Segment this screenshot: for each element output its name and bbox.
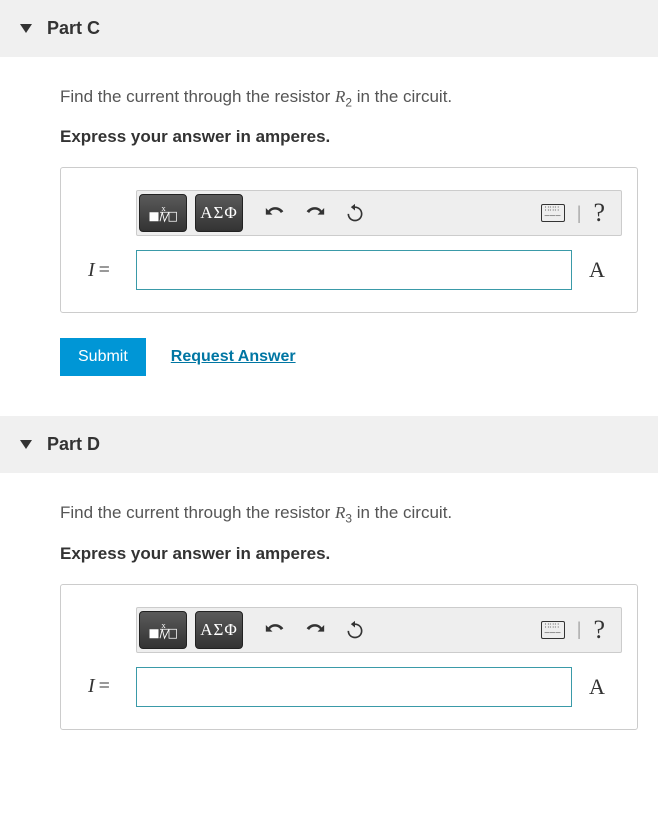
keyboard-button[interactable]: ∷∷∷─── xyxy=(533,611,573,649)
template-button[interactable]: x xyxy=(139,611,187,649)
input-row: I= A xyxy=(76,250,622,290)
part-c: Part C Find the current through the resi… xyxy=(0,0,658,416)
unit-label: A xyxy=(572,257,622,283)
equation-toolbar: x ΑΣΦ xyxy=(136,190,622,236)
prompt-text: Find the current through the resistor R3… xyxy=(60,503,638,525)
redo-icon xyxy=(305,203,325,223)
toolbar-divider: | xyxy=(573,619,586,640)
redo-icon xyxy=(305,620,325,640)
equation-toolbar: x ΑΣΦ xyxy=(136,607,622,653)
svg-text:x: x xyxy=(162,204,167,213)
prompt-post: in the circuit. xyxy=(352,87,452,106)
answer-box: x ΑΣΦ xyxy=(60,167,638,313)
toolbar-dark-group: x ΑΣΦ xyxy=(137,191,245,235)
prompt-pre: Find the current through the resistor xyxy=(60,87,335,106)
lhs-label: I= xyxy=(76,675,136,698)
submit-button[interactable]: Submit xyxy=(60,338,146,376)
keyboard-icon: ∷∷∷─── xyxy=(541,204,565,222)
toolbar-divider: | xyxy=(573,203,586,224)
part-header[interactable]: Part C xyxy=(0,0,658,57)
template-button[interactable]: x xyxy=(139,194,187,232)
undo-button[interactable] xyxy=(255,611,295,649)
undo-icon xyxy=(265,203,285,223)
part-title: Part C xyxy=(47,18,100,39)
instruction-text: Express your answer in amperes. xyxy=(60,127,638,147)
input-row: I= A xyxy=(76,667,622,707)
template-icon: x xyxy=(148,618,178,642)
answer-input[interactable] xyxy=(136,667,572,707)
prompt-text: Find the current through the resistor R2… xyxy=(60,87,638,109)
undo-icon xyxy=(265,620,285,640)
caret-down-icon xyxy=(20,24,32,33)
undo-button[interactable] xyxy=(255,194,295,232)
prompt-sub: 2 xyxy=(345,95,352,109)
part-d: Part D Find the current through the resi… xyxy=(0,416,658,739)
keyboard-button[interactable]: ∷∷∷─── xyxy=(533,194,573,232)
equals-sign: = xyxy=(95,259,110,281)
help-button[interactable]: ? xyxy=(585,615,613,645)
part-title: Part D xyxy=(47,434,100,455)
answer-box: x ΑΣΦ xyxy=(60,584,638,730)
prompt-pre: Find the current through the resistor xyxy=(60,503,335,522)
reset-button[interactable] xyxy=(335,611,375,649)
lhs-symbol: I xyxy=(88,675,95,697)
svg-text:x: x xyxy=(162,621,167,630)
prompt-var: R xyxy=(335,87,345,106)
caret-down-icon xyxy=(20,440,32,449)
unit-label: A xyxy=(572,674,622,700)
greek-button[interactable]: ΑΣΦ xyxy=(195,611,243,649)
reset-icon xyxy=(345,203,365,223)
prompt-post: in the circuit. xyxy=(352,503,452,522)
template-icon: x xyxy=(148,201,178,225)
request-answer-link[interactable]: Request Answer xyxy=(171,348,296,366)
lhs-symbol: I xyxy=(88,259,95,281)
greek-button[interactable]: ΑΣΦ xyxy=(195,194,243,232)
equals-sign: = xyxy=(95,675,110,697)
redo-button[interactable] xyxy=(295,194,335,232)
answer-input[interactable] xyxy=(136,250,572,290)
toolbar-dark-group: x ΑΣΦ xyxy=(137,608,245,652)
greek-label: ΑΣΦ xyxy=(200,620,238,640)
part-header[interactable]: Part D xyxy=(0,416,658,473)
instruction-text: Express your answer in amperes. xyxy=(60,544,638,564)
prompt-sub: 3 xyxy=(345,512,352,526)
lhs-label: I= xyxy=(76,259,136,282)
prompt-var: R xyxy=(335,503,345,522)
reset-icon xyxy=(345,620,365,640)
action-row: Submit Request Answer xyxy=(60,338,638,376)
greek-label: ΑΣΦ xyxy=(200,203,238,223)
part-body: Find the current through the resistor R3… xyxy=(0,473,658,739)
help-button[interactable]: ? xyxy=(585,198,613,228)
part-body: Find the current through the resistor R2… xyxy=(0,57,658,416)
reset-button[interactable] xyxy=(335,194,375,232)
keyboard-icon: ∷∷∷─── xyxy=(541,621,565,639)
redo-button[interactable] xyxy=(295,611,335,649)
